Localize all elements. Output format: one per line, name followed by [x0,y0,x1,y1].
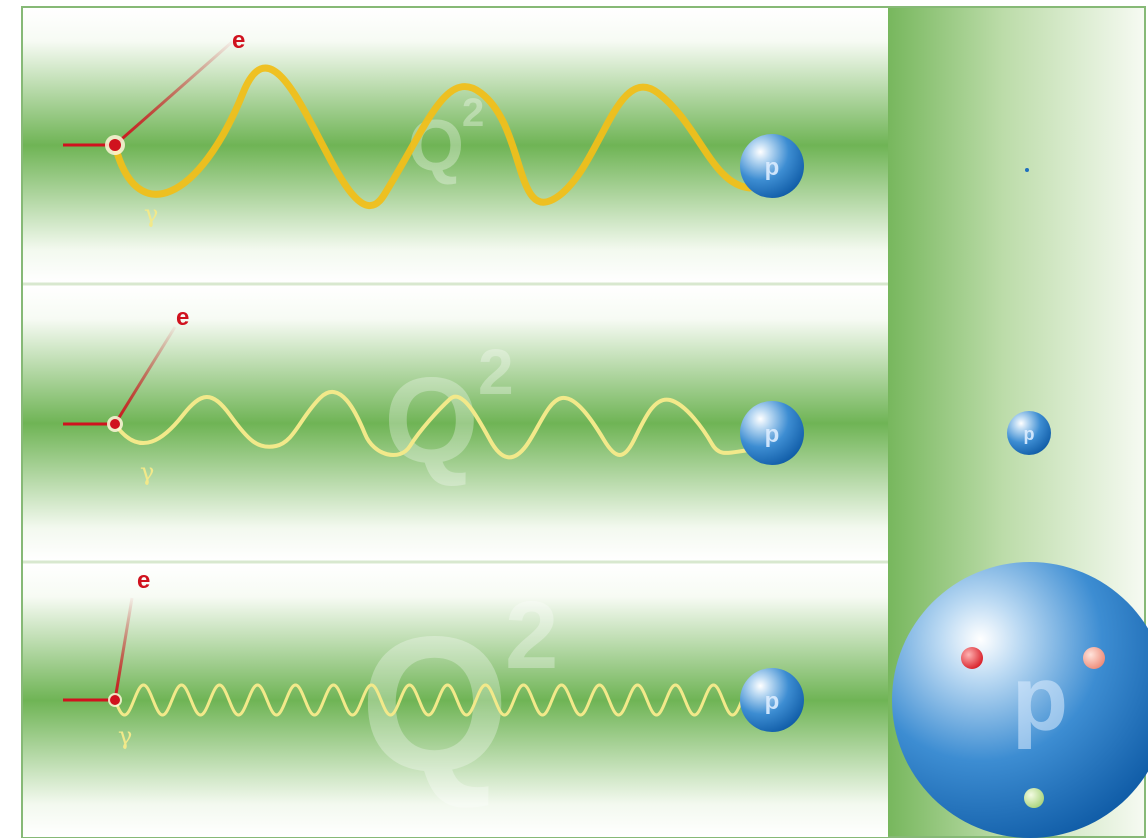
q2-watermark: Q [360,596,509,811]
proton-label: p [765,421,780,448]
electron-label: e [176,304,189,331]
electron-label: e [232,27,245,54]
proton-label: p [765,688,780,715]
photon-label: γ [144,200,158,228]
proton-ball [740,134,804,198]
virtual-photon-wave [113,683,750,717]
proton-ball [740,401,804,465]
virtual-photon-wave [111,64,754,209]
panel-medium-q2: Q 2 e γ p [23,286,888,561]
scattered-electron-line [113,326,177,425]
proton-large [892,562,1148,838]
photon-label: γ [140,458,154,486]
proton-resolution-panel: p p [888,8,1148,838]
vertex-dot [110,695,120,705]
panel-background [23,8,888,283]
panel-low-q2: Q 2 e γ p [23,8,888,283]
proton-small-label: p [1024,424,1035,444]
proton-label: p [765,154,780,181]
scattered-electron-line [114,40,233,147]
panel-high-q2: Q 2 e γ p [23,564,888,837]
q2-watermark-exponent: 2 [478,336,514,408]
q2-watermark-exponent: 2 [462,91,484,135]
virtual-photon-wave [113,389,752,460]
electron-label: e [137,567,150,594]
proton-large-label: p [1012,648,1068,750]
vertex-dot [110,419,120,429]
photon-label: γ [118,722,132,750]
proton-tiny [1025,168,1029,172]
quark-red [961,647,983,669]
quark-pink [1083,647,1105,669]
vertex-dot [109,139,121,151]
q2-watermark: Q [408,106,464,186]
scattered-electron-line [113,597,134,701]
proton-small [1007,411,1051,455]
proton-ball [740,668,804,732]
quark-green [1024,788,1044,808]
q2-watermark-exponent: 2 [505,582,558,689]
